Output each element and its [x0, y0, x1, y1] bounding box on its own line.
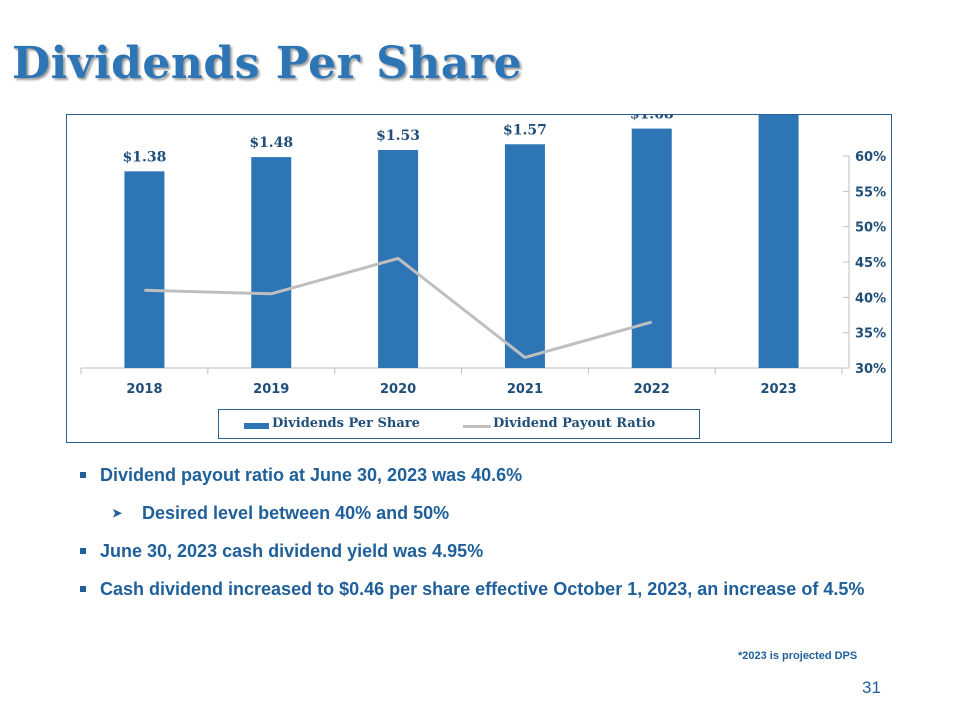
- legend-label-dividends: Dividends Per Share: [272, 416, 420, 431]
- x-tick-label: 2018: [126, 382, 162, 397]
- right-tick-label: 30%: [855, 362, 886, 377]
- legend-label-payout: Dividend Payout Ratio: [493, 416, 656, 431]
- chart-container: $1.38 2018 $1.48 2019 $1.53 2020 $1.57 2021 $1.6…: [66, 114, 892, 443]
- x-tick-label: 2022: [634, 382, 670, 397]
- legend-bar-swatch: [244, 423, 269, 429]
- bullet-square-icon: [80, 548, 86, 554]
- sub-bullet-text: Desired level between 40% and 50%: [142, 503, 450, 523]
- x-tick-label: 2023: [760, 382, 796, 397]
- payout-ratio-line: [144, 256, 653, 359]
- bullet-payout-ratio: Dividend payout ratio at June 30, 2023 w…: [78, 456, 878, 494]
- slide-title: Dividends Per Share: [12, 38, 523, 89]
- footnote: *2023 is projected DPS: [738, 650, 858, 662]
- right-tick-label: 50%: [855, 221, 886, 236]
- right-tick-label: 35%: [855, 327, 886, 342]
- bullet-dividend-increase: Cash dividend increased to $0.46 per sha…: [78, 570, 878, 608]
- x-tick-label: 2021: [507, 382, 543, 397]
- bullet-dividend-yield: June 30, 2023 cash dividend yield was 4.…: [78, 532, 878, 570]
- bullet-list: Dividend payout ratio at June 30, 2023 w…: [78, 456, 878, 608]
- bar-2021: [504, 144, 545, 368]
- right-tick-label: 55%: [855, 185, 886, 200]
- right-tick-label: 60%: [855, 150, 886, 165]
- bar-2019: [251, 157, 292, 368]
- x-tick-label: 2020: [380, 382, 416, 397]
- bar-value-label: $1.57: [503, 122, 547, 138]
- arrow-bullet-icon: ➤: [112, 506, 123, 520]
- bullet-square-icon: [80, 472, 86, 478]
- right-tick-label: 40%: [855, 291, 886, 306]
- bar-2022: [631, 128, 672, 368]
- bar-value-label: $1.53: [376, 128, 420, 144]
- chart-legend: Dividends Per Share Dividend Payout Rati…: [218, 409, 700, 439]
- bar-value-label: $1.38: [122, 149, 166, 165]
- bullet-square-icon: [80, 586, 86, 592]
- bullet-text: June 30, 2023 cash dividend yield was 4.…: [100, 541, 484, 561]
- sub-bullet-desired-level: ➤ Desired level between 40% and 50%: [78, 494, 878, 532]
- bullet-text: Cash dividend increased to $0.46 per sha…: [100, 579, 865, 599]
- bar-value-label: $1.68: [630, 115, 674, 123]
- bar-2023: [758, 115, 799, 368]
- legend-line-swatch: [463, 425, 491, 428]
- x-tick-label: 2019: [253, 382, 289, 397]
- page-number: 31: [862, 678, 881, 697]
- bar-value-label: $1.48: [249, 135, 293, 151]
- dividends-chart: $1.38 2018 $1.48 2019 $1.53 2020 $1.57 2021 $1.6…: [80, 115, 886, 397]
- bar-2018: [124, 171, 165, 368]
- bullet-text: Dividend payout ratio at June 30, 2023 w…: [100, 465, 523, 485]
- right-tick-label: 45%: [855, 256, 886, 271]
